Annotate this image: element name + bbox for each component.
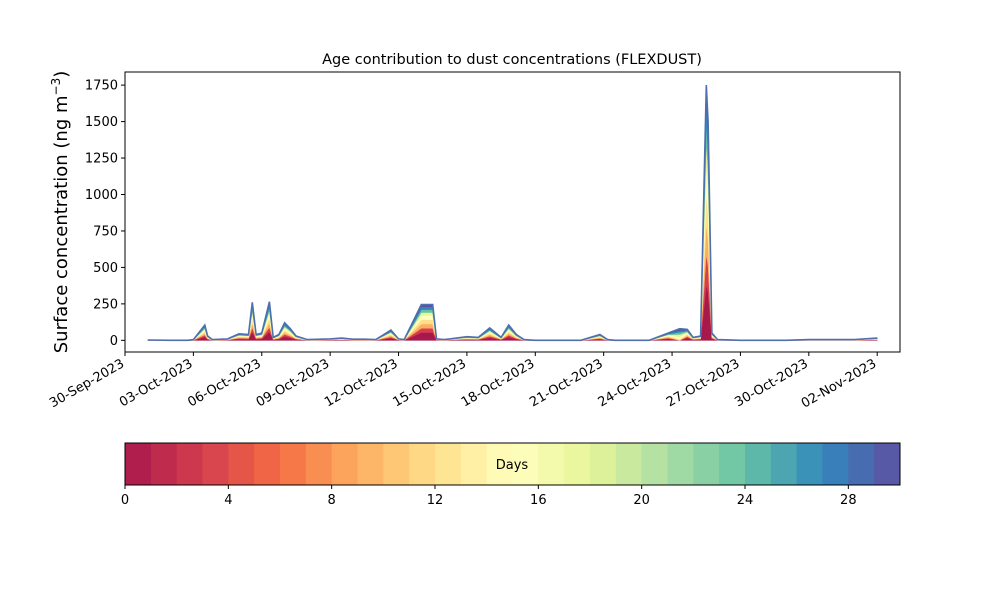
colorbar-frame xyxy=(124,442,901,486)
x-tick-label: 06-Oct-2023 xyxy=(185,356,263,410)
y-tick-label: 1250 xyxy=(85,152,118,167)
colorbar-swatch xyxy=(667,443,694,485)
x-tick-label: 24-Oct-2023 xyxy=(596,356,674,410)
plot-frame xyxy=(124,71,901,353)
x-tick-label: 18-Oct-2023 xyxy=(459,356,537,410)
colorbar-axis: 0 4 8 12 16 20 24 28 xyxy=(121,485,857,508)
colorbar-swatch xyxy=(512,443,539,485)
y-axis-label: Surface concentration (ng m−3) xyxy=(49,71,72,354)
y-tick-label: 250 xyxy=(93,297,118,312)
colorbar-swatch xyxy=(486,443,513,485)
y-tick-label: 750 xyxy=(93,224,118,239)
age-layer-1 xyxy=(147,253,878,341)
colorbar-swatch xyxy=(564,443,591,485)
x-axis: 30-Sep-202303-Oct-202306-Oct-202309-Oct-… xyxy=(47,352,879,411)
y-tick-label: 1000 xyxy=(85,188,118,203)
x-tick-label: 30-Sep-2023 xyxy=(47,356,127,411)
colorbar-tick-label: 12 xyxy=(427,493,444,508)
colorbar-swatch xyxy=(848,443,875,485)
colorbar-tick-label: 16 xyxy=(530,493,547,508)
x-tick-label: 30-Oct-2023 xyxy=(732,356,810,410)
colorbar-swatch xyxy=(202,443,229,485)
colorbar-swatch xyxy=(874,443,901,485)
age-layer-4 xyxy=(147,161,878,341)
chart-title: Age contribution to dust concentrations … xyxy=(322,52,702,68)
age-layer-2 xyxy=(147,222,878,341)
colorbar-tick-label: 4 xyxy=(224,493,232,508)
age-layer-8 xyxy=(147,85,878,341)
colorbar-swatch xyxy=(435,443,462,485)
colorbar xyxy=(125,443,901,485)
colorbar-swatch xyxy=(693,443,720,485)
colorbar-swatch xyxy=(796,443,823,485)
colorbar-swatch xyxy=(254,443,281,485)
colorbar-swatch xyxy=(460,443,488,485)
colorbar-swatch xyxy=(719,443,746,485)
colorbar-swatch xyxy=(590,443,617,485)
colorbar-swatch xyxy=(745,443,772,485)
age-layer-5 xyxy=(147,141,878,341)
colorbar-swatch xyxy=(383,443,410,485)
stacked-areas xyxy=(147,85,878,342)
colorbar-swatch xyxy=(125,443,152,485)
age-layer-6 xyxy=(147,120,878,341)
colorbar-tick-label: 8 xyxy=(328,493,336,508)
colorbar-swatch xyxy=(538,443,565,485)
colorbar-tick-label: 24 xyxy=(737,493,754,508)
colorbar-swatch xyxy=(641,443,668,485)
colorbar-swatch xyxy=(176,443,203,485)
y-axis: 0 250 500 750 1000 1250 1500 1750 xyxy=(85,79,125,349)
x-tick-label: 03-Oct-2023 xyxy=(117,356,195,410)
colorbar-tick-label: 20 xyxy=(633,493,650,508)
x-tick-label: 27-Oct-2023 xyxy=(664,356,742,410)
y-tick-label: 500 xyxy=(93,261,118,276)
x-tick-label: 21-Oct-2023 xyxy=(527,356,605,410)
colorbar-swatch xyxy=(357,443,384,485)
y-tick-label: 1500 xyxy=(85,115,118,130)
colorbar-tick-label: 28 xyxy=(840,493,857,508)
colorbar-swatch xyxy=(150,443,178,485)
colorbar-swatch xyxy=(822,443,849,485)
colorbar-swatch xyxy=(305,443,333,485)
total-outline xyxy=(147,85,878,342)
colorbar-tick-label: 0 xyxy=(121,493,129,508)
colorbar-swatch xyxy=(280,443,307,485)
colorbar-swatch xyxy=(615,443,643,485)
colorbar-swatch xyxy=(331,443,358,485)
colorbar-swatch xyxy=(409,443,436,485)
y-tick-label: 1750 xyxy=(85,79,118,94)
x-tick-label: 02-Nov-2023 xyxy=(799,356,879,411)
x-tick-label: 09-Oct-2023 xyxy=(254,356,332,410)
colorbar-swatch xyxy=(228,443,255,485)
age-layer-7 xyxy=(147,100,878,341)
y-tick-label: 0 xyxy=(110,334,118,349)
x-tick-label: 12-Oct-2023 xyxy=(322,356,400,410)
x-tick-label: 15-Oct-2023 xyxy=(391,356,469,410)
colorbar-swatch xyxy=(770,443,798,485)
colorbar-label: Days xyxy=(496,458,529,473)
age-layer-3 xyxy=(147,192,878,341)
